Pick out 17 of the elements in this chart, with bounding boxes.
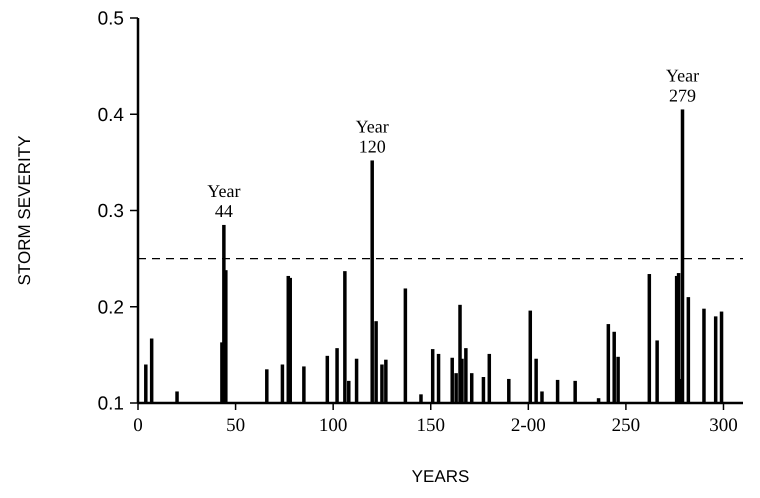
x-tick-label: 2-00 <box>510 415 546 436</box>
x-tick-label: 0 <box>133 415 143 436</box>
x-tick-label: 50 <box>226 415 246 436</box>
x-tick-label: 100 <box>318 415 348 436</box>
x-tick-label: 150 <box>416 415 445 436</box>
annotation: Year 120 <box>356 116 389 156</box>
x-axis-title: YEARS <box>412 467 470 486</box>
annotation: Year 44 <box>207 180 240 221</box>
y-tick-label: 0.5 <box>98 8 124 30</box>
y-tick-label: 0.1 <box>98 394 124 415</box>
y-tick-label: 0.3 <box>98 201 124 222</box>
x-tick-label: 300 <box>709 415 738 436</box>
y-tick-label: 0.2 <box>98 297 124 318</box>
x-tick-label: 250 <box>612 415 640 436</box>
y-tick-label: 0.4 <box>98 104 124 126</box>
y-axis-title: STORM SEVERITY <box>15 136 34 286</box>
annotation: Year 279 <box>666 65 700 106</box>
